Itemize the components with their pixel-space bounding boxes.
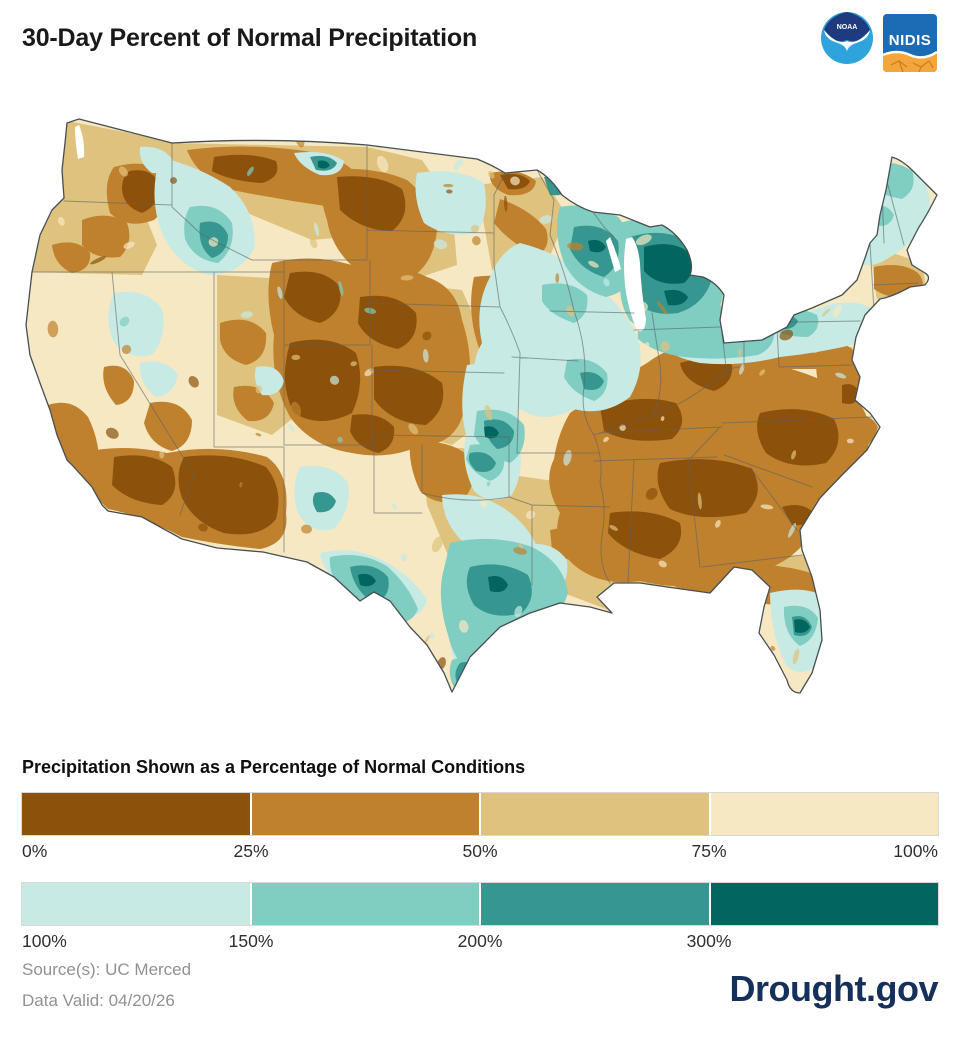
- data-valid-text: Data Valid: 04/20/26: [22, 991, 175, 1010]
- dark-teal-300-plus-regions: [318, 160, 810, 633]
- legend-segment: [710, 793, 938, 835]
- nidis-label: NIDIS: [889, 32, 932, 49]
- lake-michigan: [624, 237, 646, 332]
- legend-tick-label: 100%: [22, 931, 67, 951]
- source-text: Source(s): UC Merced: [22, 960, 192, 979]
- legend-tick-label: 25%: [233, 841, 269, 861]
- soil-crack-icon: [890, 60, 934, 72]
- legend-segment: [22, 793, 250, 835]
- legend-segment: [710, 883, 938, 925]
- drought-soil-icon: [883, 52, 937, 72]
- page-title: 30-Day Percent of Normal Precipitation: [22, 24, 478, 52]
- legend-segment: [251, 883, 479, 925]
- puget-sound: [75, 125, 85, 159]
- legend-segment: [481, 793, 709, 835]
- state-borders: [29, 142, 919, 586]
- legend-segment: [251, 793, 479, 835]
- legend-tick-label: 300%: [686, 931, 732, 951]
- legend-bar-above-normal: [21, 882, 939, 926]
- legend-segment: [22, 883, 250, 925]
- us-map-svg: [25, 118, 938, 694]
- us-precipitation-map: [22, 115, 942, 700]
- noaa-label: NOAA: [837, 24, 858, 31]
- great-lakes: [75, 125, 646, 332]
- legend-title: Precipitation Shown as a Percentage of N…: [22, 757, 526, 777]
- legend-labels-below-normal: 0% 25% 50% 75% 100%: [22, 841, 938, 863]
- legend-tick-label: 75%: [691, 841, 727, 861]
- seagull-icon: [824, 30, 870, 51]
- legend-tick-label: 100%: [893, 841, 938, 861]
- legend-segment: [481, 883, 709, 925]
- legend-labels-above-normal: 100% 150% 200% 300%: [22, 931, 938, 953]
- noaa-logo-icon: NOAA: [821, 12, 873, 64]
- legend-tick-label: 50%: [462, 841, 498, 861]
- nidis-logo-icon: NIDIS: [883, 14, 937, 72]
- legend-tick-label: 150%: [228, 931, 274, 951]
- green-bay: [606, 237, 621, 272]
- drought-gov-brand: Drought.gov: [729, 968, 939, 1009]
- legend-bar-below-normal: [21, 792, 939, 836]
- source-block: Source(s): UC Merced Data Valid: 04/20/2…: [22, 954, 191, 1016]
- legend-tick-label: 200%: [457, 931, 503, 951]
- legend-tick-label: 0%: [22, 841, 48, 861]
